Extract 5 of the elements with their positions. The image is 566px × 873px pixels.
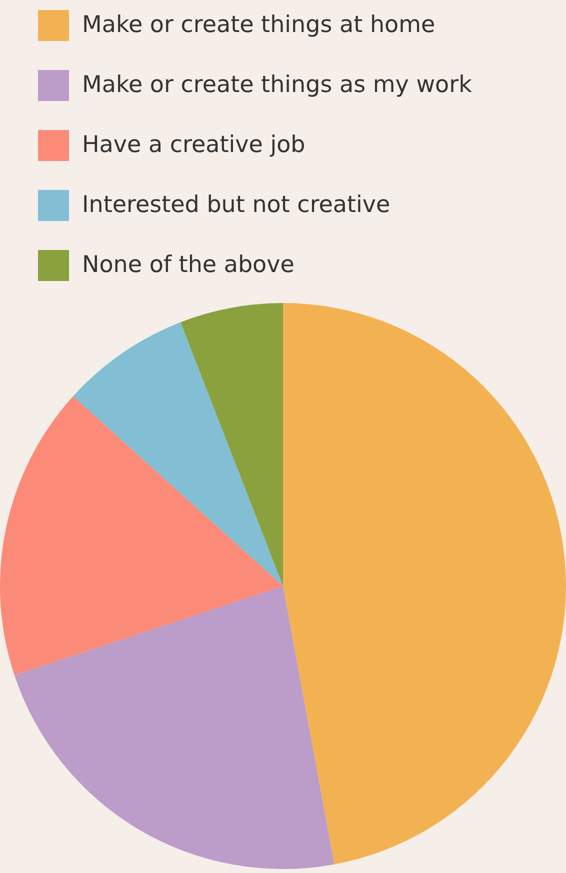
legend-label: Interested but not creative [82,192,390,218]
legend-label: None of the above [82,252,294,278]
legend-label: Make or create things at home [82,12,436,38]
legend-label: Have a creative job [82,132,306,158]
legend-label: Make or create things as my work [82,72,472,98]
